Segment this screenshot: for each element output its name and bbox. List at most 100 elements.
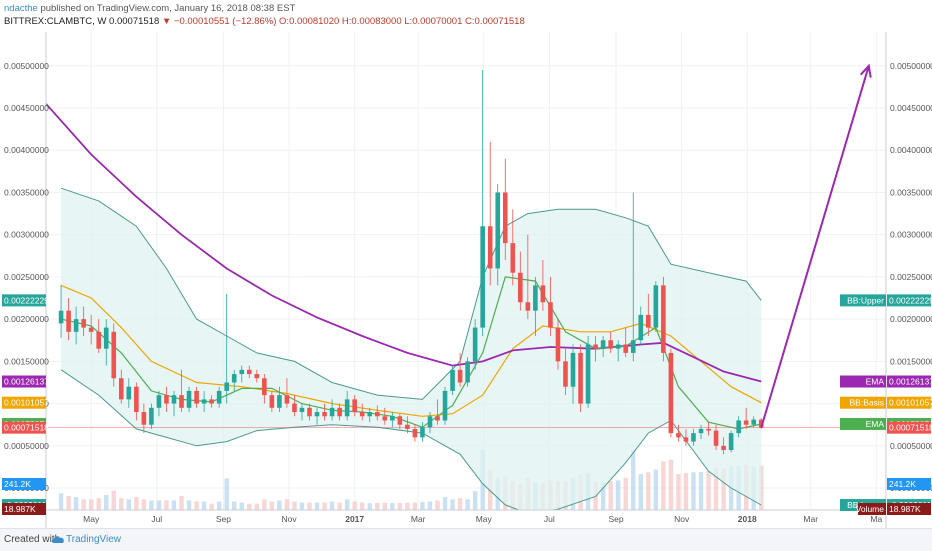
- symbol-line: BITTREX:CLAMBTC, W 0.00071518 ▼ −0.00010…: [4, 16, 525, 27]
- volume-bar: [713, 467, 719, 510]
- candle-body: [141, 412, 147, 425]
- candle-body: [728, 433, 734, 451]
- volume-bar: [344, 499, 350, 510]
- series-tag: EMA: [866, 419, 885, 429]
- candle-body: [442, 390, 448, 421]
- ohlc-high: H:0.00083000: [341, 16, 402, 27]
- candle-body: [585, 344, 591, 404]
- volume-bar: [472, 491, 478, 510]
- candle-body: [525, 302, 531, 311]
- candle-body: [96, 331, 102, 349]
- volume-bar: [646, 472, 651, 510]
- volume-bar: [201, 501, 207, 510]
- series-tag-bg: [840, 396, 886, 409]
- candle-body: [713, 430, 719, 446]
- volume-bar: [134, 497, 139, 510]
- series-tag: BB:Upper: [847, 295, 884, 305]
- x-tick-label: Sep: [216, 514, 231, 524]
- volume-bar: [623, 477, 628, 510]
- volume-bar: [412, 502, 418, 510]
- volume-bar: [759, 465, 764, 510]
- volume-bar: [600, 482, 606, 510]
- volume-bar: [232, 501, 237, 510]
- x-tick-label: Ma: [870, 514, 882, 524]
- volume-bar: [337, 502, 342, 510]
- volume-bar: [277, 500, 282, 510]
- candle-body: [111, 331, 117, 379]
- volume-bar: [269, 501, 275, 510]
- candle-body: [246, 369, 252, 375]
- volume-bar: [58, 493, 64, 510]
- y-tick-label-right: 0.00250000: [890, 272, 932, 282]
- y-tick-label-left: 0.00250000: [4, 272, 49, 282]
- volume-tag: Volume: [856, 504, 885, 514]
- left-volume-peak-label: 241.2K: [4, 479, 31, 489]
- candle-body: [171, 395, 177, 404]
- y-tick-label-left: 0.00350000: [4, 187, 49, 197]
- candle-body: [216, 390, 222, 404]
- volume-bar: [247, 503, 252, 510]
- tradingview-link[interactable]: TradingView: [66, 534, 122, 545]
- candle-body: [593, 344, 598, 349]
- y-tick-label-right: 0.00500000: [890, 61, 932, 71]
- price-chart[interactable]: 0.00500000 0.00500000 0.00450000 0.00450000…: [0, 30, 932, 528]
- y-tick-label-left: 0.00500000: [4, 61, 49, 71]
- footer: Created with TradingView: [0, 528, 932, 551]
- candle-body: [472, 327, 478, 362]
- candle-body: [58, 310, 64, 324]
- candle-body: [201, 399, 207, 404]
- candle-body: [103, 327, 109, 349]
- candle-body: [73, 319, 79, 332]
- symbol-name[interactable]: BITTREX:CLAMBTC, W: [4, 16, 107, 27]
- volume-bar: [390, 503, 395, 510]
- candle-body: [390, 416, 395, 421]
- x-tick-label: 2018: [738, 514, 757, 524]
- bollinger-basis-line: [60, 284, 762, 417]
- candle-body: [277, 395, 282, 408]
- left-price-label: 0.00126137: [4, 377, 49, 387]
- forecast-arrow-head: [859, 63, 872, 78]
- price-change: ▼ −0.00010551 (−12.86%): [161, 16, 277, 27]
- volume-bar: [698, 471, 704, 510]
- candle-body: [706, 428, 711, 431]
- candle-body: [420, 427, 425, 438]
- candle-body: [758, 419, 764, 428]
- candle-body: [397, 416, 403, 425]
- x-tick-label: Nov: [282, 514, 298, 524]
- candle-body: [374, 412, 380, 417]
- candle-body: [435, 416, 440, 421]
- volume-bar: [314, 502, 320, 510]
- candle-body: [164, 395, 169, 404]
- y-tick-label-right: 0.00350000: [890, 187, 932, 197]
- volume-bar: [329, 501, 335, 510]
- candle-body: [570, 352, 576, 387]
- right-price-label: 0.00222229: [889, 295, 932, 305]
- volume-bar: [262, 499, 267, 510]
- bollinger-band-fill: [61, 188, 762, 510]
- right-price-label-bg: [887, 396, 931, 409]
- volume-bar: [209, 503, 214, 510]
- candle-body: [352, 399, 357, 413]
- left-price-label: 0.00222229: [4, 295, 49, 305]
- series-tag-bg: [840, 417, 886, 430]
- candle-body: [254, 374, 260, 379]
- candle-body: [668, 352, 674, 434]
- y-tick-label-left: 0.00200000: [4, 314, 49, 324]
- candle-body: [600, 340, 606, 349]
- candle-body: [292, 403, 297, 413]
- candle-body: [427, 416, 433, 428]
- volume-bar: [254, 503, 260, 510]
- candle-body: [630, 340, 636, 353]
- candle-body: [412, 428, 418, 438]
- candle-body: [676, 433, 681, 438]
- volume-bar: [164, 500, 169, 510]
- candle-body: [405, 424, 410, 429]
- candle-body: [231, 374, 237, 383]
- candle-body: [615, 344, 621, 349]
- candle-body: [194, 390, 199, 404]
- x-tick-label: May: [83, 514, 100, 524]
- y-tick-label-left: 0.00450000: [4, 103, 49, 113]
- author-link[interactable]: ndacthe: [4, 3, 38, 14]
- candle-body: [502, 192, 508, 244]
- volume-bar: [631, 450, 636, 510]
